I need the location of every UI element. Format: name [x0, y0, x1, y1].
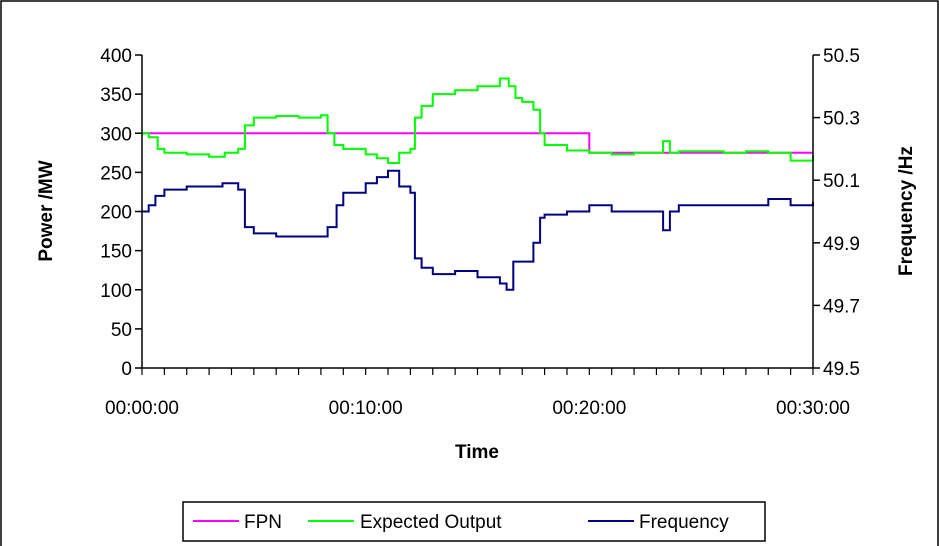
- y2-tick-label: 50.1: [823, 171, 860, 192]
- y2-axis-title: Frequency /Hz: [896, 146, 917, 276]
- y2-tick-label: 50.5: [823, 46, 860, 67]
- legend-box: [182, 501, 766, 542]
- ticks-layer: 0 50 100 150 200 250 300 350 400 49.5 49.7 49.9 50.1…: [100, 46, 860, 419]
- x-axis-title: Time: [455, 442, 499, 463]
- y2-tick-label: 49.7: [823, 296, 860, 317]
- legend-frequency-label: Frequency: [639, 512, 729, 533]
- y-tick-label: 150: [100, 242, 132, 263]
- legend: FPN Expected Output Frequency: [182, 501, 766, 542]
- legend-fpn-label: FPN: [244, 512, 282, 533]
- y-tick-label: 50: [111, 320, 132, 341]
- y-tick-label: 200: [100, 203, 132, 224]
- y-tick-label: 350: [100, 85, 132, 106]
- series-line-expected-output: [142, 77, 814, 164]
- x-tick-label: 00:30:00: [776, 398, 850, 419]
- y2-tick-label: 49.5: [823, 359, 860, 380]
- y2-tick-label: 50.3: [823, 109, 860, 130]
- x-tick-label: 00:00:00: [105, 398, 179, 419]
- y-tick-label: 300: [100, 124, 132, 145]
- x-tick-label: 00:10:00: [329, 398, 403, 419]
- y-tick-label: 100: [100, 281, 132, 302]
- y-axis-title: Power /MW: [36, 160, 57, 261]
- x-tick-label: 00:20:00: [552, 398, 626, 419]
- y2-tick-label: 49.9: [823, 234, 860, 255]
- legend-expected-output-label: Expected Output: [360, 512, 502, 533]
- y-tick-label: 400: [100, 46, 132, 67]
- y-tick-label: 250: [100, 163, 132, 184]
- plot-area: [142, 55, 813, 368]
- y-tick-label: 0: [121, 359, 132, 380]
- series-line-frequency: [142, 169, 814, 291]
- series-layer: [142, 77, 814, 291]
